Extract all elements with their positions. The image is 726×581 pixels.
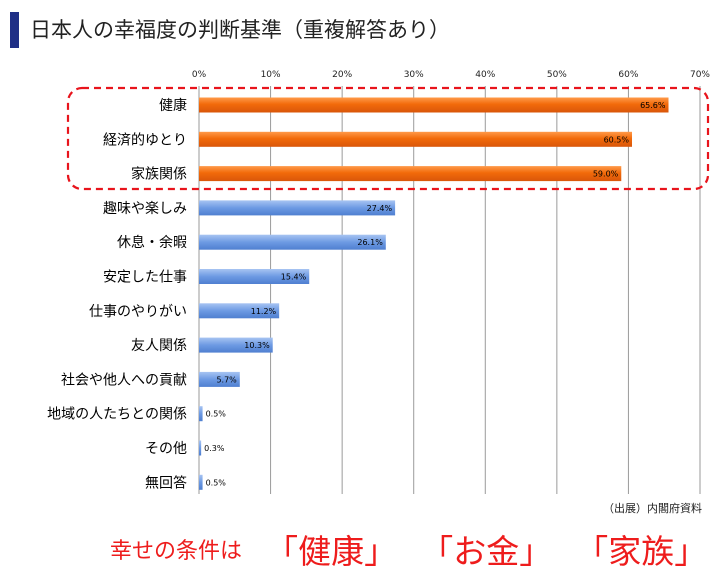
value-label: 27.4% bbox=[367, 204, 393, 213]
value-label: 0.3% bbox=[204, 444, 225, 453]
category-label: 健康 bbox=[159, 97, 187, 114]
category-label: 社会や他人への貢献 bbox=[61, 372, 187, 388]
conclusion-money: 「お金」 bbox=[420, 532, 553, 571]
conclusion-line: 幸せの条件は 「健康」 「お金」 「家族」 bbox=[110, 525, 707, 573]
highlight-frame bbox=[66, 86, 710, 191]
bar bbox=[199, 474, 203, 490]
tick-label: 20% bbox=[332, 70, 352, 80]
bar-chart: 0% 10% 20% 30% 40% 50% 60% 70% 健康 65.6% 経済的ゆとり 60.5… bbox=[47, 70, 710, 494]
tick-label: 40% bbox=[475, 70, 495, 80]
tick-label: 70% bbox=[690, 70, 710, 80]
tick-label: 30% bbox=[404, 70, 424, 80]
bar bbox=[199, 303, 280, 319]
value-label: 26.1% bbox=[357, 238, 383, 247]
bar bbox=[199, 406, 203, 422]
value-label: 11.2% bbox=[251, 307, 277, 316]
category-label: 地域の人たちとの関係 bbox=[47, 407, 187, 423]
value-label: 15.4% bbox=[281, 273, 307, 282]
conclusion-family: 「家族」 bbox=[575, 532, 708, 571]
bar bbox=[199, 200, 396, 216]
category-label: 趣味や楽しみ bbox=[103, 201, 187, 217]
tick-label: 60% bbox=[618, 70, 638, 80]
bar bbox=[199, 131, 633, 147]
source-note: （出展）内閣府資料 bbox=[603, 502, 702, 515]
bar bbox=[199, 234, 386, 250]
bar bbox=[199, 97, 669, 113]
title-accent-bar bbox=[10, 12, 19, 48]
value-label: 0.5% bbox=[206, 410, 227, 419]
bar bbox=[199, 371, 240, 387]
bar bbox=[199, 337, 273, 353]
conclusion-health: 「健康」 bbox=[265, 532, 398, 571]
bar bbox=[199, 269, 310, 284]
category-label: 仕事のやりがい bbox=[89, 304, 187, 320]
tick-label: 10% bbox=[261, 70, 281, 80]
category-label: 休息・余暇 bbox=[117, 234, 187, 251]
bar bbox=[199, 440, 202, 456]
category-label: その他 bbox=[145, 441, 187, 457]
tick-label: 50% bbox=[547, 70, 567, 80]
value-label: 60.5% bbox=[604, 135, 630, 144]
category-label: 経済的ゆとり bbox=[103, 132, 187, 148]
page-title: 日本人の幸福度の判断基準（重複解答あり） bbox=[30, 18, 450, 42]
value-label: 0.5% bbox=[206, 478, 227, 487]
category-label: 安定した仕事 bbox=[103, 270, 187, 286]
value-label: 65.6% bbox=[640, 101, 666, 110]
conclusion-lead: 幸せの条件は bbox=[110, 539, 243, 564]
category-label: 家族関係 bbox=[131, 166, 187, 183]
category-label: 無回答 bbox=[145, 474, 187, 491]
value-label: 10.3% bbox=[244, 341, 270, 350]
category-label: 友人関係 bbox=[131, 338, 187, 354]
bar bbox=[199, 166, 622, 182]
tick-label: 0% bbox=[192, 70, 207, 80]
value-label: 5.7% bbox=[216, 375, 237, 384]
value-label: 59.0% bbox=[593, 170, 619, 179]
